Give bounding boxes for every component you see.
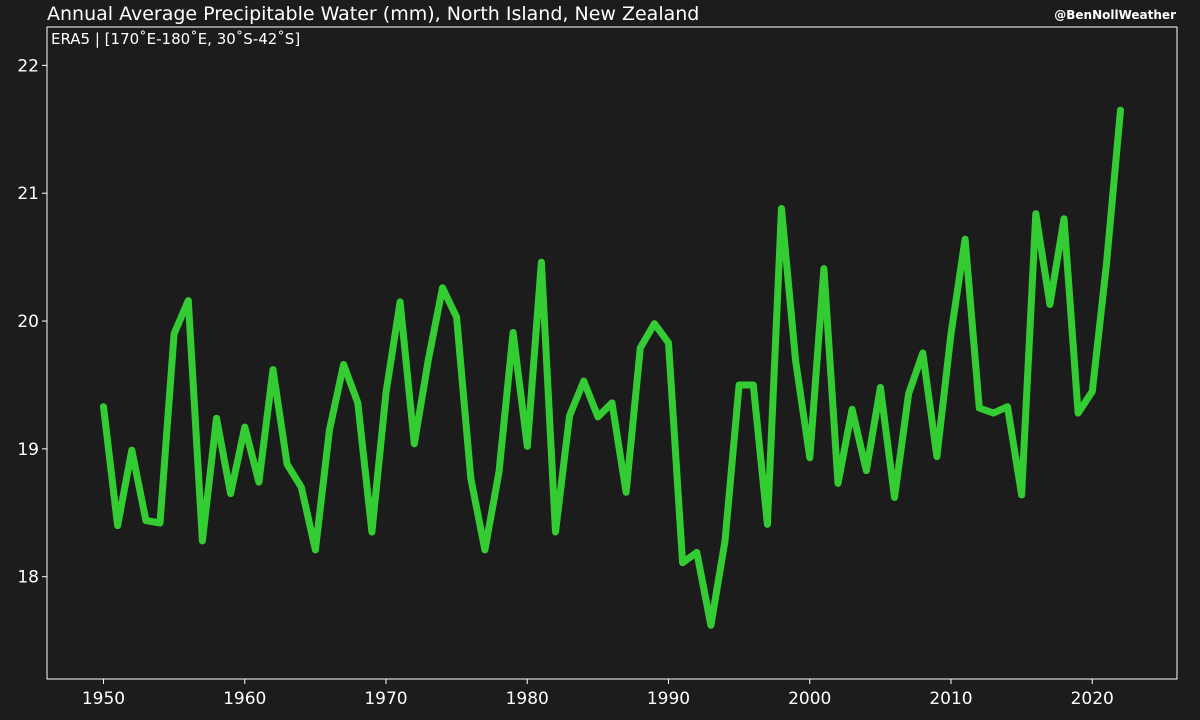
- data-point: [283, 461, 291, 468]
- data-point: [142, 517, 150, 524]
- data-point: [679, 559, 686, 566]
- data-point: [552, 528, 559, 536]
- data-point: [509, 329, 517, 336]
- x-tick-label: 1980: [506, 689, 549, 709]
- data-point: [213, 415, 220, 422]
- x-tick-label: 1960: [223, 689, 266, 709]
- dataset-annotation: ERA5 | [170˚E-180˚E, 30˚S-42˚S]: [51, 30, 300, 48]
- data-point: [156, 519, 164, 527]
- data-point: [453, 314, 460, 321]
- x-tick-label: 1970: [364, 689, 407, 709]
- x-tick-label: 1990: [647, 689, 690, 709]
- data-point: [990, 409, 997, 417]
- data-point: [637, 344, 644, 352]
- data-point: [1060, 215, 1068, 222]
- data-point: [481, 546, 489, 554]
- data-point: [848, 406, 856, 413]
- data-point: [665, 339, 672, 346]
- y-tick-label: 18: [17, 568, 39, 588]
- data-point: [368, 528, 376, 536]
- data-point: [778, 205, 785, 212]
- data-point: [241, 423, 248, 431]
- credit-handle: @BenNollWeather: [1054, 8, 1176, 22]
- data-point: [735, 381, 743, 389]
- data-point: [834, 480, 842, 487]
- data-point: [976, 404, 983, 412]
- data-point: [651, 320, 658, 327]
- data-point: [721, 537, 729, 545]
- x-tick-label: 2000: [788, 689, 831, 709]
- data-point: [354, 399, 361, 407]
- y-axis: 18 19 20 21 22: [17, 56, 47, 588]
- data-point: [877, 384, 884, 391]
- data-point: [538, 259, 545, 266]
- x-tick-label: 1950: [82, 689, 125, 709]
- data-points: [100, 106, 1124, 629]
- data-point: [425, 356, 432, 363]
- data-point: [580, 377, 587, 385]
- data-point: [566, 412, 573, 419]
- data-point: [693, 549, 700, 556]
- data-point: [947, 330, 955, 338]
- data-point: [707, 622, 715, 629]
- data-point: [467, 475, 474, 482]
- data-point: [439, 284, 446, 291]
- data-point: [495, 468, 503, 476]
- data-point: [891, 494, 898, 501]
- data-point: [411, 440, 418, 447]
- data-point: [1018, 491, 1025, 499]
- data-point: [905, 390, 912, 398]
- x-tick-label: 2010: [929, 689, 972, 709]
- data-point: [326, 426, 333, 433]
- plot-frame: [46, 26, 1178, 680]
- data-point: [622, 489, 630, 496]
- data-point: [750, 381, 757, 389]
- y-tick-label: 19: [17, 440, 39, 460]
- data-point: [524, 443, 531, 450]
- data-point: [820, 265, 828, 272]
- data-point: [170, 330, 178, 338]
- data-point: [764, 521, 771, 528]
- data-point: [255, 478, 263, 486]
- data-point: [396, 298, 404, 306]
- data-point: [298, 484, 305, 491]
- data-point: [919, 349, 926, 357]
- x-tick-label: 2020: [1071, 689, 1114, 709]
- data-point: [382, 389, 390, 396]
- data-point: [1046, 301, 1054, 308]
- data-point: [608, 399, 616, 407]
- data-point: [1074, 409, 1082, 417]
- data-point: [1032, 210, 1039, 217]
- data-point: [792, 357, 799, 364]
- data-point: [340, 361, 347, 368]
- data-point: [961, 236, 969, 243]
- data-point: [114, 522, 121, 529]
- data-point: [227, 490, 234, 497]
- data-point: [1103, 261, 1110, 268]
- data-point: [594, 413, 602, 421]
- data-point: [312, 546, 319, 554]
- data-point: [1117, 106, 1124, 114]
- data-point: [269, 366, 277, 373]
- data-point: [1089, 388, 1096, 395]
- series-line: [100, 106, 1124, 629]
- y-tick-label: 22: [17, 56, 39, 76]
- data-point: [128, 446, 135, 454]
- chart-title: Annual Average Precipitable Water (mm), …: [47, 3, 700, 25]
- data-point: [1004, 403, 1011, 410]
- data-point: [185, 297, 192, 304]
- data-point: [806, 454, 813, 462]
- y-tick-label: 21: [17, 184, 39, 204]
- data-point: [863, 467, 870, 474]
- y-tick-label: 20: [17, 312, 39, 332]
- data-point: [933, 453, 941, 460]
- x-axis: 1950 1960 1970 1980 1990 2000 2010 2020: [82, 679, 1114, 709]
- data-point: [100, 403, 107, 410]
- data-point: [199, 537, 206, 545]
